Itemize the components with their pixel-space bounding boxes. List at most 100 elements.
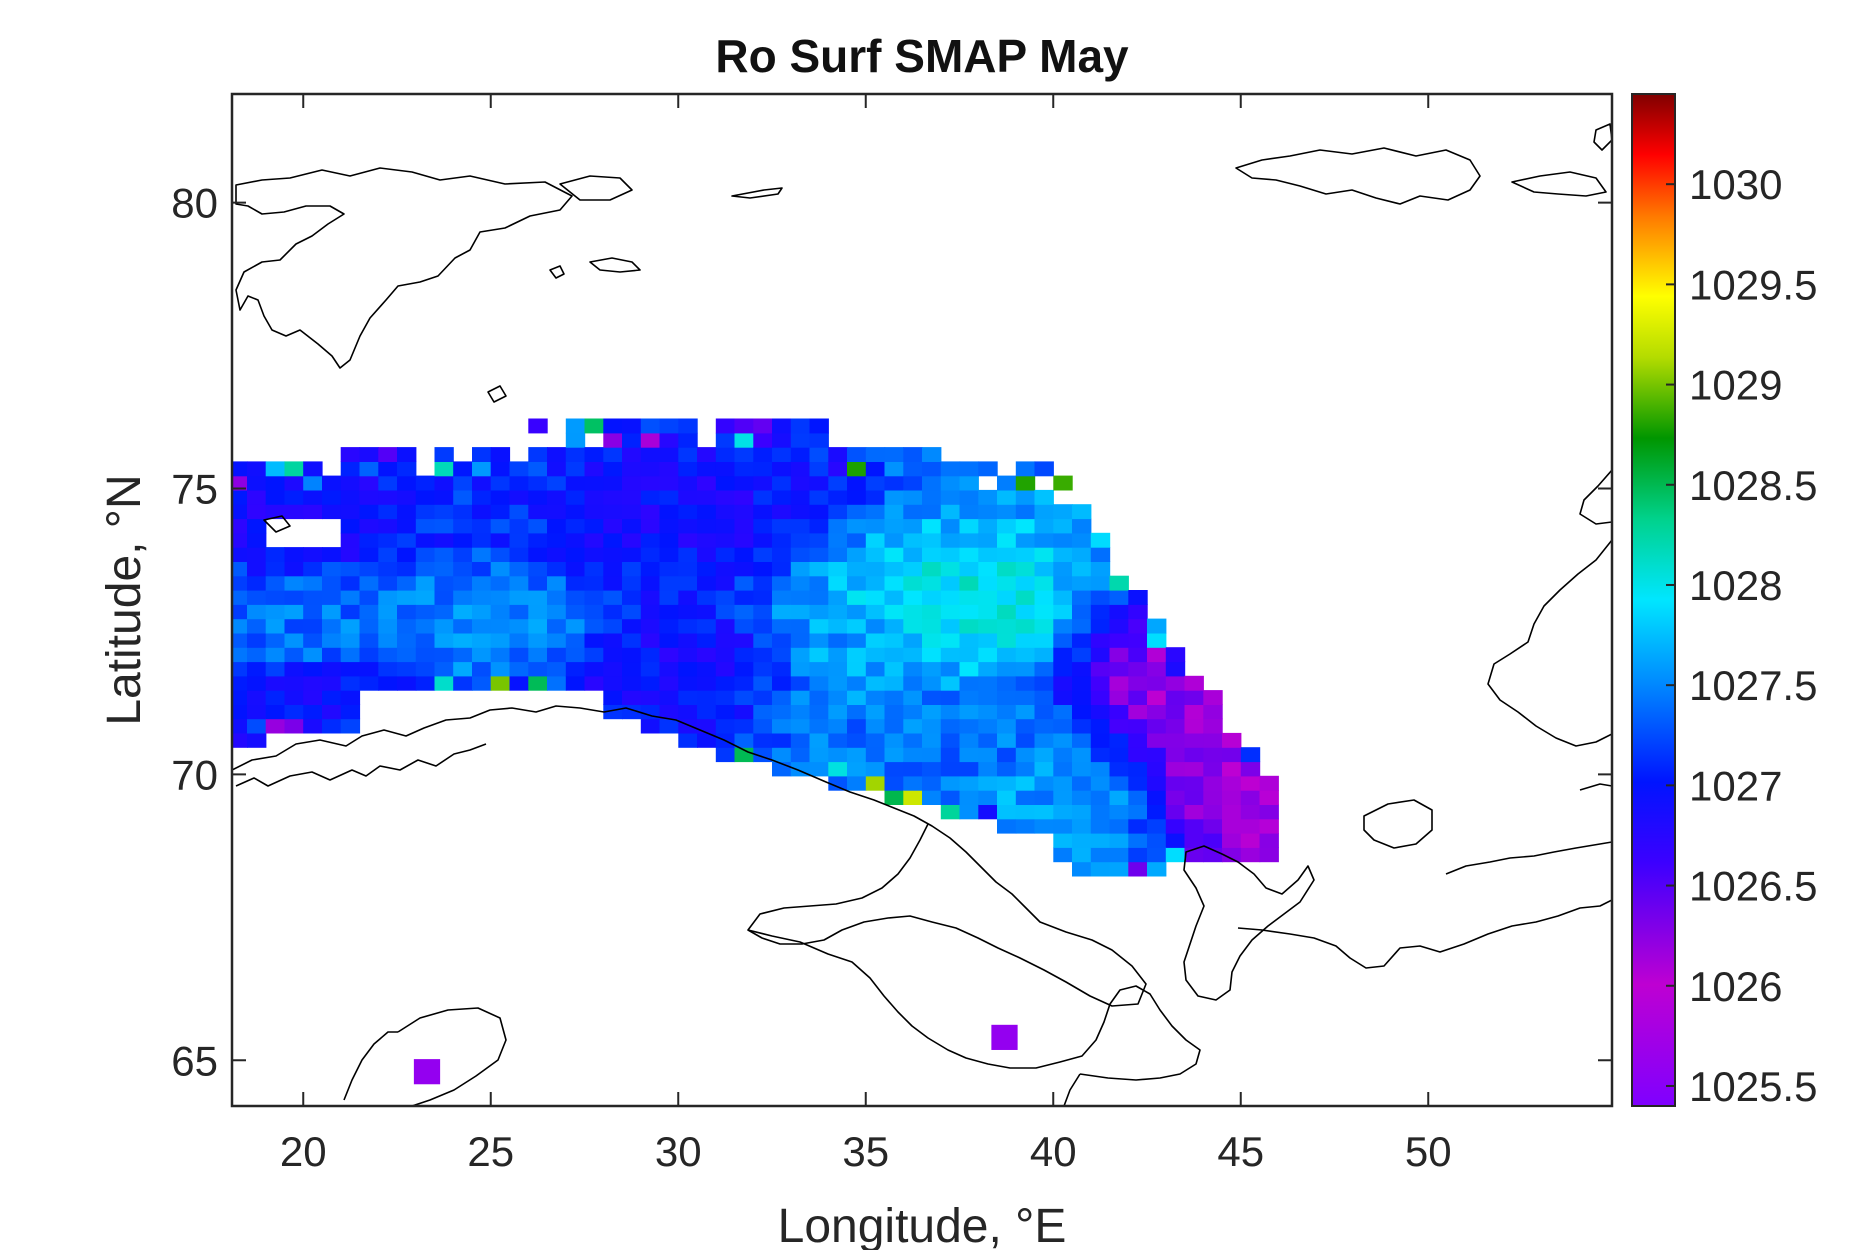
heatmap-cell [378,504,398,520]
heatmap-cell [1034,732,1054,748]
heatmap-cell [1053,718,1073,734]
heatmap-cell [865,647,886,663]
heatmap-cell [847,632,867,648]
heatmap-cell [397,447,417,462]
heatmap-cell [1053,732,1073,748]
heatmap-cell [247,604,267,620]
heatmap-cell [490,489,511,505]
y-axis: 65 70 75 80 [171,180,1612,1084]
heatmap-cell [340,561,361,577]
heatmap-cell [1184,775,1204,791]
heatmap-cell [772,647,792,663]
heatmap-cell [340,632,361,648]
heatmap-cell [997,632,1017,648]
heatmap-cell [397,632,417,648]
heatmap-cell [1034,675,1054,691]
heatmap-cell [959,475,979,491]
heatmap-cell [1109,575,1129,591]
heatmap-cell [453,675,473,691]
heatmap-cell [1147,775,1167,791]
heatmap-cell [1015,704,1036,720]
heatmap-cell [584,447,604,462]
heatmap-cell [1034,718,1054,734]
heatmap-cell [884,718,904,734]
heatmap-cell [828,475,848,491]
heatmap-cell [865,747,886,763]
heatmap-cell [1109,790,1129,805]
heatmap-cell [453,647,473,663]
heatmap-cell [1034,661,1054,677]
heatmap-cell [378,547,398,562]
x-tick-label: 25 [467,1128,514,1175]
heatmap-cell [678,704,698,720]
heatmap-cell [547,675,567,691]
heatmap-cell [490,461,511,477]
heatmap-cell [997,489,1017,505]
heatmap-cell [903,561,923,577]
heatmap-cell [1072,847,1092,863]
heatmap-cell [265,647,286,663]
heatmap-cell [997,661,1017,677]
heatmap-cell [397,661,417,677]
heatmap-cell [790,704,811,720]
heatmap-cell [809,604,829,620]
heatmap-cell [1072,790,1092,805]
heatmap-cell [397,532,417,548]
heatmap-cell [509,475,529,491]
heatmap-cell [1034,604,1054,620]
heatmap-cell [959,489,979,505]
heatmap-cell [359,475,379,491]
heatmap-cell [809,618,829,634]
heatmap-cell [772,575,792,591]
heatmap-cell [1053,532,1073,548]
heatmap-cell [847,747,867,763]
heatmap-cells [232,418,1279,1085]
heatmap-cell [1203,847,1223,863]
heatmap-cell [715,475,736,491]
heatmap-cell [265,489,286,505]
heatmap-cell [322,575,342,591]
heatmap-cell [865,461,886,477]
heatmap-cell [1203,833,1223,848]
heatmap-cell [434,532,454,548]
heatmap-cell [565,618,586,634]
heatmap-cell [247,661,267,677]
heatmap-cell [659,661,679,677]
heatmap-cell [1015,747,1036,763]
heatmap-cell [1109,761,1129,777]
heatmap-cell [1128,747,1148,763]
coastline-bothnia-west [343,1031,398,1101]
heatmap-cell [865,475,886,491]
heatmap-cell [734,690,754,705]
heatmap-cell [809,561,829,577]
heatmap-cell [978,747,998,763]
heatmap-cell [1090,690,1111,705]
heatmap-cell [922,575,942,591]
coastline-mainland [232,705,1147,1007]
heatmap-cell [922,590,942,605]
heatmap-cell [790,489,811,505]
heatmap-cell [640,432,661,448]
heatmap-cell [940,618,961,634]
heatmap-cell [734,618,754,634]
heatmap-cell [415,561,436,577]
heatmap-cell [453,618,473,634]
x-tick-label: 50 [1405,1128,1452,1175]
heatmap-cell [959,790,979,805]
colorbar-tick-label: 1029.5 [1689,261,1817,308]
heatmap-cell [1128,847,1148,863]
heatmap-cell [753,447,773,462]
heatmap-cell [303,561,323,577]
heatmap-cell [472,647,492,663]
heatmap-cell [1072,804,1092,820]
heatmap-cell [640,561,661,577]
heatmap-cell [715,690,736,705]
heatmap-cell [1090,790,1111,805]
heatmap-cell [884,675,904,691]
heatmap-cell [734,418,754,434]
heatmap-cell [1222,732,1242,748]
heatmap-cell [1128,732,1148,748]
heatmap-cell [490,618,511,634]
heatmap-cell [940,732,961,748]
heatmap-cell [1109,732,1129,748]
